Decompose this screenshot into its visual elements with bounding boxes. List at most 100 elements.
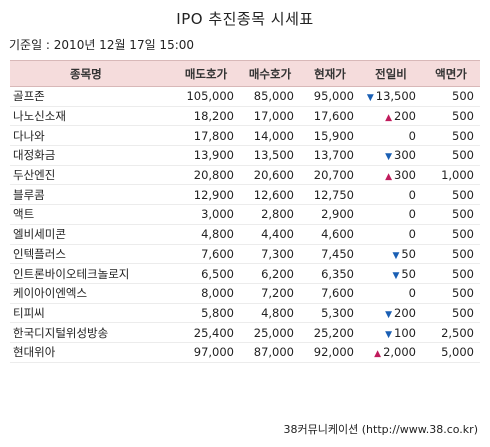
ask-price-cell: 4,800 <box>201 227 234 242</box>
current-price-cell: 4,600 <box>321 227 354 242</box>
ask-price-cell: 12,900 <box>193 187 234 202</box>
change-value: 50 <box>401 246 416 261</box>
table-header-row: 종목명 매도호가 매수호가 현재가 전일비 액면가 <box>10 60 480 87</box>
bid-price-cell: 12,600 <box>253 187 294 202</box>
base-date: 기준일 : 2010년 12월 17일 15:00 <box>9 38 195 52</box>
change-value: 300 <box>394 148 416 163</box>
change-value: 13,500 <box>375 89 416 104</box>
par-value-cell: 1,000 <box>441 168 474 183</box>
change-cell: 0 <box>408 207 416 222</box>
ask-price-cell: 18,200 <box>193 109 234 124</box>
par-value-cell: 500 <box>452 266 474 281</box>
table-row: 다나와 17,800 14,000 15,900 0 500 <box>10 126 480 146</box>
table-row: 한국디지털위성방송 25,400 25,000 25,200 ▼ 100 2,500 <box>10 323 480 343</box>
change-cell: 0 <box>408 227 416 242</box>
down-arrow-icon: ▼ <box>366 93 374 104</box>
bid-price-cell: 7,200 <box>261 286 294 301</box>
current-price-cell: 20,700 <box>313 168 354 183</box>
change-value: 100 <box>394 325 416 340</box>
bid-price-cell: 4,800 <box>261 305 294 320</box>
ipo-price-table: 종목명 매도호가 매수호가 현재가 전일비 액면가 골프존 105,000 85,0… <box>10 60 480 363</box>
table-body: 골프존 105,000 85,000 95,000 ▼ 13,500 500 나노신소재 18,… <box>10 87 480 363</box>
table-row: 블루콤 12,900 12,600 12,750 0 500 <box>10 185 480 205</box>
bid-price-cell: 25,000 <box>253 325 294 340</box>
stock-name-cell: 한국디지털위성방송 <box>13 325 109 340</box>
source-credit: 38커뮤니케이션 (http://www.38.co.kr) <box>283 423 478 436</box>
change-cell: ▲ 2,000 <box>360 342 422 362</box>
change-cell: 0 <box>408 128 416 143</box>
change-cell: ▼ 100 <box>360 323 422 343</box>
change-cell: ▲ 300 <box>360 165 422 185</box>
stock-name-cell: 엘비세미콘 <box>13 227 66 242</box>
ask-price-cell: 105,000 <box>186 89 234 104</box>
stock-name-cell: 인텍플러스 <box>13 246 66 261</box>
change-value: 50 <box>401 266 416 281</box>
column-header-ask: 매도호가 <box>172 60 240 87</box>
par-value-cell: 500 <box>452 227 474 242</box>
stock-name-cell: 두산엔진 <box>13 168 56 183</box>
par-value-cell: 500 <box>452 207 474 222</box>
change-value: 300 <box>394 168 416 183</box>
par-value-cell: 500 <box>452 286 474 301</box>
current-price-cell: 15,900 <box>313 128 354 143</box>
ask-price-cell: 5,800 <box>201 305 234 320</box>
ask-price-cell: 3,000 <box>201 207 234 222</box>
column-header-name: 종목명 <box>10 60 172 87</box>
bid-price-cell: 6,200 <box>261 266 294 281</box>
stock-name-cell: 액트 <box>13 207 35 222</box>
stock-name-cell: 케이아이엔엑스 <box>13 286 88 301</box>
change-value: 200 <box>394 109 416 124</box>
bid-price-cell: 17,000 <box>253 109 294 124</box>
table-row: 인트론바이오테크놀로지 6,500 6,200 6,350 ▼ 50 500 <box>10 264 480 284</box>
current-price-cell: 95,000 <box>313 89 354 104</box>
stock-name-cell: 다나와 <box>13 128 45 143</box>
stock-name-cell: 대정화금 <box>13 148 56 163</box>
ask-price-cell: 8,000 <box>201 286 234 301</box>
table-row: 액트 3,000 2,800 2,900 0 500 <box>10 205 480 225</box>
current-price-cell: 12,750 <box>313 187 354 202</box>
down-arrow-icon: ▼ <box>385 309 393 320</box>
par-value-cell: 500 <box>452 148 474 163</box>
column-header-bid: 매수호가 <box>240 60 300 87</box>
up-arrow-icon: ▲ <box>374 349 382 360</box>
bid-price-cell: 7,300 <box>261 246 294 261</box>
change-cell: ▼ 300 <box>360 146 422 166</box>
table-row: 인텍플러스 7,600 7,300 7,450 ▼ 50 500 <box>10 244 480 264</box>
bid-price-cell: 13,500 <box>253 148 294 163</box>
change-cell: ▼ 200 <box>360 303 422 323</box>
bid-price-cell: 4,400 <box>261 227 294 242</box>
par-value-cell: 500 <box>452 305 474 320</box>
current-price-cell: 25,200 <box>313 325 354 340</box>
table-row: 엘비세미콘 4,800 4,400 4,600 0 500 <box>10 224 480 244</box>
change-value: 2,000 <box>383 345 416 360</box>
current-price-cell: 13,700 <box>313 148 354 163</box>
stock-name-cell: 나노신소재 <box>13 109 66 124</box>
ask-price-cell: 6,500 <box>201 266 234 281</box>
bid-price-cell: 14,000 <box>253 128 294 143</box>
ask-price-cell: 25,400 <box>193 325 234 340</box>
down-arrow-icon: ▼ <box>392 250 400 261</box>
current-price-cell: 92,000 <box>313 345 354 360</box>
table-row: 두산엔진 20,800 20,600 20,700 ▲ 300 1,000 <box>10 165 480 185</box>
stock-name-cell: 골프존 <box>13 89 45 104</box>
bid-price-cell: 2,800 <box>261 207 294 222</box>
ask-price-cell: 13,900 <box>193 148 234 163</box>
change-cell: ▲ 200 <box>360 106 422 126</box>
ask-price-cell: 17,800 <box>193 128 234 143</box>
stock-name-cell: 인트론바이오테크놀로지 <box>13 266 130 281</box>
ask-price-cell: 97,000 <box>193 345 234 360</box>
change-cell: 0 <box>408 286 416 301</box>
par-value-cell: 500 <box>452 128 474 143</box>
table-row: 대정화금 13,900 13,500 13,700 ▼ 300 500 <box>10 146 480 166</box>
table-row: 나노신소재 18,200 17,000 17,600 ▲ 200 500 <box>10 106 480 126</box>
current-price-cell: 6,350 <box>321 266 354 281</box>
table-row: 티피씨 5,800 4,800 5,300 ▼ 200 500 <box>10 303 480 323</box>
bid-price-cell: 85,000 <box>253 89 294 104</box>
ask-price-cell: 20,800 <box>193 168 234 183</box>
down-arrow-icon: ▼ <box>385 152 393 163</box>
column-header-price: 현재가 <box>300 60 360 87</box>
current-price-cell: 7,600 <box>321 286 354 301</box>
down-arrow-icon: ▼ <box>385 329 393 340</box>
page-title: IPO 추진종목 시세표 <box>176 10 314 28</box>
current-price-cell: 7,450 <box>321 246 354 261</box>
